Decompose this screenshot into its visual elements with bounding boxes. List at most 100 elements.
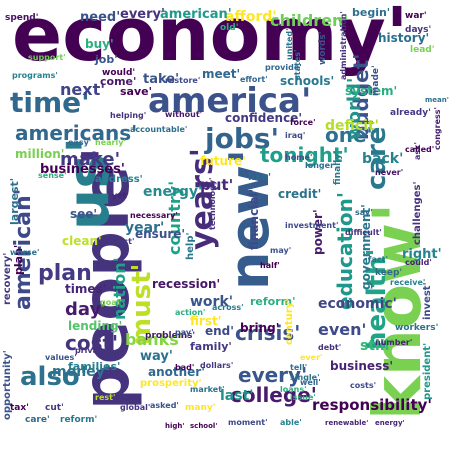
cloud-word: every' <box>120 7 165 22</box>
cloud-word: old' <box>220 23 238 33</box>
cloud-word: jobs' <box>204 122 279 155</box>
cloud-word: every' <box>238 363 307 387</box>
cloud-word: able' <box>280 418 302 427</box>
cloud-word: years' <box>185 148 220 250</box>
cloud-word: clean' <box>62 234 102 248</box>
cloud-word: time' <box>10 86 90 119</box>
cloud-word: nation' <box>110 257 129 320</box>
cloud-word: across' <box>212 303 244 312</box>
cloud-word: day' <box>65 299 107 320</box>
cloud-word: history' <box>378 31 429 45</box>
cloud-word: administration' <box>339 11 348 80</box>
cloud-word: without' <box>165 110 202 119</box>
cloud-word: afford' <box>225 9 277 25</box>
cloud-word: programs' <box>12 71 58 80</box>
cloud-word: invest' <box>422 282 433 320</box>
cloud-word: economic' <box>318 296 397 312</box>
cloud-word: another' <box>148 365 205 379</box>
cloud-word: number' <box>375 338 412 347</box>
cloud-word: end' <box>205 324 234 338</box>
cloud-word: world' <box>344 78 365 140</box>
cloud-word: longer' <box>305 161 336 170</box>
cloud-word: plan' <box>12 245 25 275</box>
cloud-word: budget' <box>349 54 373 140</box>
cloud-word: century' <box>284 299 295 345</box>
cloud-word: tell' <box>290 363 307 372</box>
cloud-word: opportunity' <box>2 350 13 420</box>
cloud-word: called' <box>405 145 434 154</box>
cloud-word: people' <box>70 146 144 410</box>
cloud-word: new' <box>218 149 281 291</box>
cloud-word: high' <box>165 422 185 430</box>
cloud-word: global' <box>120 403 150 412</box>
cloud-word: investment' <box>285 221 338 230</box>
cloud-word: businesses' <box>40 162 125 177</box>
cloud-word: make' <box>60 149 120 170</box>
cloud-word: care' <box>25 415 50 425</box>
cloud-word: yet' <box>112 191 129 200</box>
cloud-word: bring' <box>240 321 279 335</box>
cloud-word: dollars' <box>200 361 233 370</box>
cloud-word: problems' <box>145 331 195 341</box>
cloud-word: meet' <box>202 67 240 81</box>
cloud-word: right' <box>402 247 442 262</box>
cloud-word: power' <box>311 209 325 255</box>
cloud-word: accountable' <box>130 125 187 134</box>
cloud-word: iraq' <box>285 131 305 140</box>
cloud-word: well' <box>300 378 321 387</box>
cloud-word: sense' <box>38 171 67 180</box>
cloud-word: children' <box>270 11 348 30</box>
cloud-word: prosperity' <box>140 378 202 389</box>
cloud-word: finally' <box>333 151 343 185</box>
cloud-word: begin' <box>352 6 390 19</box>
cloud-word: united' <box>285 28 294 60</box>
cloud-word: tonight' <box>260 143 349 167</box>
cloud-word: receive' <box>390 278 425 287</box>
cloud-word: banks' <box>125 330 184 349</box>
cloud-word: many' <box>185 403 215 413</box>
cloud-word: asked' <box>150 401 179 410</box>
cloud-word: come' <box>100 75 136 88</box>
cloud-word: energy' <box>143 184 202 200</box>
cloud-word: even' <box>318 320 366 339</box>
cloud-word: address' <box>95 174 143 185</box>
cloud-word: largest' <box>8 178 21 225</box>
cloud-word: back' <box>362 151 403 167</box>
cloud-word: single' <box>290 373 320 382</box>
cloud-word: days' <box>405 25 431 35</box>
cloud-word: action' <box>175 308 205 317</box>
cloud-word: rest' <box>95 393 115 402</box>
cloud-word: ensure' <box>135 227 185 241</box>
cloud-word: buy' <box>85 37 114 51</box>
cloud-word: money' <box>52 364 109 380</box>
cloud-word: need' <box>80 10 120 25</box>
cloud-word: school' <box>190 422 217 430</box>
cloud-word: deficit' <box>325 118 379 134</box>
cloud-word: save' <box>120 85 152 98</box>
cloud-word: future' <box>200 154 246 168</box>
cloud-word: see' <box>70 207 97 221</box>
cloud-word: never' <box>375 168 403 177</box>
cloud-word: bad' <box>175 363 194 372</box>
cloud-word: times' <box>65 282 106 296</box>
cloud-word: still' <box>360 338 394 354</box>
cloud-word: families' <box>68 360 120 373</box>
cloud-word: moment' <box>228 418 268 427</box>
cloud-word: us' <box>54 136 122 230</box>
cloud-word: values' <box>45 353 77 362</box>
cloud-word: recovery' <box>2 253 13 305</box>
cloud-word: help' <box>185 232 196 260</box>
cloud-word: may' <box>270 246 291 255</box>
cloud-word: already' <box>390 108 431 118</box>
cloud-word: credit' <box>278 187 321 201</box>
cloud-word: college' <box>230 383 317 407</box>
cloud-word: plan' <box>38 261 99 286</box>
cloud-word: could' <box>405 258 432 267</box>
cloud-word: workers' <box>395 323 438 333</box>
cloud-word: next' <box>60 80 105 99</box>
cloud-word: care' <box>362 119 392 190</box>
cloud-word: renewable' <box>325 419 368 427</box>
cloud-word: loans' <box>280 385 307 394</box>
